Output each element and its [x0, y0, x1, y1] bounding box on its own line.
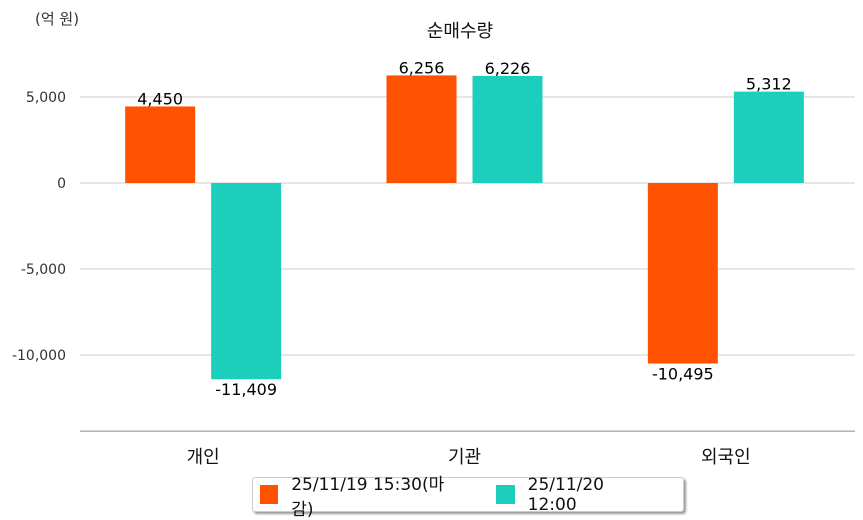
bar[interactable]	[386, 75, 457, 183]
unit-label: (억 원)	[35, 10, 79, 28]
x-tick-label: 개인	[187, 447, 220, 468]
data-label: 6,226	[485, 59, 531, 78]
legend-item-series-1[interactable]: 25/11/19 15:30(마감)	[260, 470, 459, 520]
y-tick-label: 5,000	[26, 90, 66, 106]
y-tick-label: -5,000	[21, 262, 66, 278]
bar[interactable]	[472, 75, 543, 183]
legend-swatch	[496, 485, 515, 504]
data-label: -11,409	[215, 380, 277, 399]
y-tick-label: -10,000	[12, 348, 66, 364]
legend-swatch	[260, 485, 279, 504]
legend: 25/11/19 15:30(마감) 25/11/20 12:00	[252, 475, 684, 520]
legend-item-series-2[interactable]: 25/11/20 12:00	[496, 475, 653, 515]
bar[interactable]	[733, 91, 804, 183]
data-label: 5,312	[746, 75, 792, 94]
data-label: 6,256	[399, 58, 445, 77]
data-label: -10,495	[652, 365, 714, 384]
data-label: 4,450	[137, 89, 183, 108]
x-tick-label: 기관	[448, 447, 481, 468]
bar[interactable]	[125, 106, 196, 183]
chart-title: 순매수량	[427, 21, 493, 42]
legend-label: 25/11/19 15:30(마감)	[291, 474, 445, 520]
bar[interactable]	[647, 183, 718, 364]
x-tick-label: 외국인	[701, 447, 751, 468]
legend-label: 25/11/20 12:00	[527, 474, 604, 515]
y-tick-label: 0	[57, 176, 66, 192]
bar[interactable]	[211, 183, 282, 380]
